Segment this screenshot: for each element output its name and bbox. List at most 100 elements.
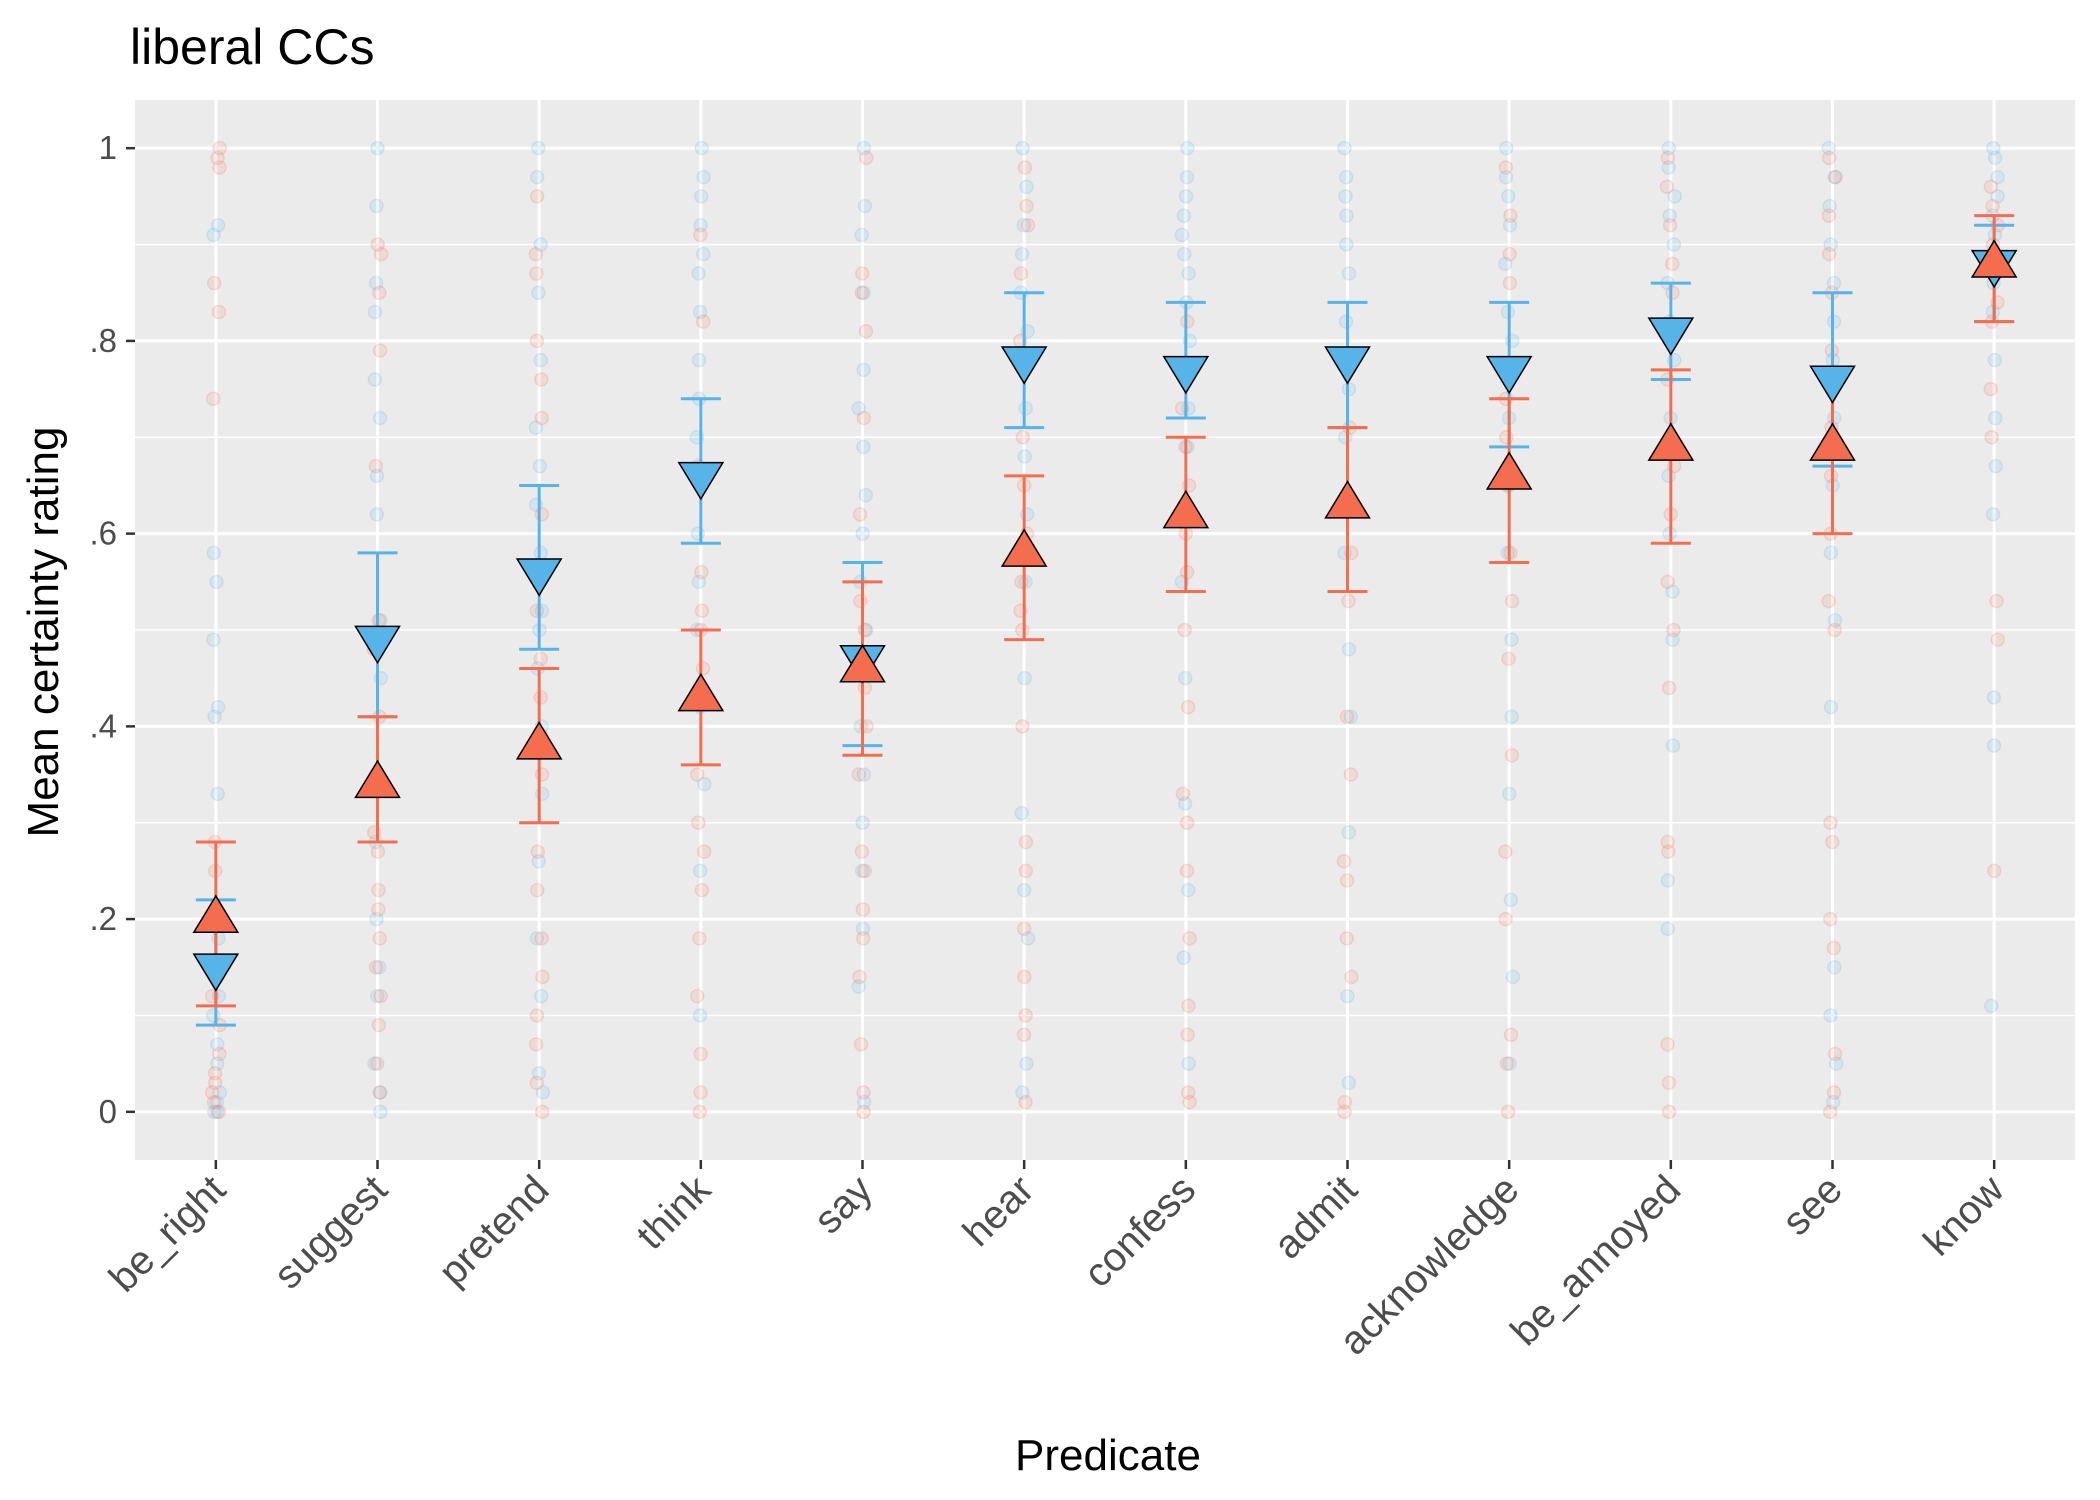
data-point xyxy=(211,1104,227,1120)
data-point xyxy=(1504,632,1519,647)
data-point xyxy=(1497,256,1513,272)
data-point xyxy=(1176,950,1191,965)
y-tick-label: 1 xyxy=(99,129,117,166)
data-point xyxy=(1505,969,1521,985)
data-point xyxy=(371,902,386,917)
data-point xyxy=(1666,237,1682,252)
data-point xyxy=(856,410,872,426)
data-point xyxy=(369,507,385,522)
data-point xyxy=(1986,738,2002,753)
data-point xyxy=(693,1046,709,1062)
data-point xyxy=(1665,738,1681,753)
data-point xyxy=(1017,969,1032,985)
mean-marker-confess xyxy=(1162,355,1210,395)
data-point xyxy=(1337,1094,1352,1110)
data-point xyxy=(530,844,546,859)
data-point xyxy=(1990,189,2005,204)
mean-marker-see xyxy=(1809,422,1856,461)
data-point xyxy=(1181,882,1196,898)
data-point xyxy=(534,410,550,426)
data-point xyxy=(1986,690,2002,705)
data-point xyxy=(210,150,225,166)
data-point xyxy=(1180,699,1196,715)
x-tick-label-confess: confess xyxy=(1076,1167,1205,1296)
data-point xyxy=(211,304,227,320)
data-point xyxy=(1987,352,2003,368)
data-point xyxy=(373,1085,388,1100)
data-point xyxy=(372,410,388,426)
data-point xyxy=(1019,507,1035,522)
data-point xyxy=(1017,449,1032,464)
data-point xyxy=(693,218,708,233)
data-point xyxy=(1823,1008,1838,1023)
data-point xyxy=(1501,189,1516,204)
data-point xyxy=(207,709,222,724)
data-point xyxy=(1016,882,1032,898)
mean-marker-think xyxy=(677,461,725,501)
data-point xyxy=(209,574,224,590)
data-point xyxy=(855,815,870,830)
data-point xyxy=(1174,227,1190,243)
data-point xyxy=(212,160,227,175)
data-point xyxy=(1176,208,1192,223)
data-point xyxy=(696,314,711,329)
mean-marker-be_right xyxy=(192,894,240,934)
data-point xyxy=(854,863,870,879)
data-point xyxy=(692,1104,707,1120)
data-point xyxy=(1986,140,2001,156)
data-point xyxy=(697,776,712,792)
data-point xyxy=(1018,863,1034,879)
data-point xyxy=(529,603,545,618)
data-point xyxy=(1826,940,1841,956)
data-point xyxy=(1502,275,1518,291)
data-point xyxy=(531,285,546,300)
data-point xyxy=(530,140,546,156)
data-point xyxy=(1665,256,1680,272)
data-point xyxy=(370,140,385,156)
data-point xyxy=(533,237,549,252)
data-point xyxy=(1823,699,1839,715)
data-point xyxy=(531,854,546,869)
data-point xyxy=(533,651,549,667)
data-point xyxy=(1182,931,1197,946)
data-point xyxy=(531,1066,547,1081)
data-point xyxy=(857,622,873,638)
data-point xyxy=(1179,169,1195,185)
data-point xyxy=(371,882,386,898)
data-point xyxy=(1988,458,2004,474)
data-point xyxy=(534,372,549,387)
data-point xyxy=(205,391,221,406)
data-point xyxy=(1660,1037,1675,1052)
data-point xyxy=(372,343,388,358)
data-point xyxy=(692,863,708,879)
data-point xyxy=(1341,266,1357,281)
mean-marker-know xyxy=(1970,239,2018,278)
data-point xyxy=(1337,140,1352,156)
data-point xyxy=(1661,160,1676,175)
data-point xyxy=(371,1017,387,1033)
data-point xyxy=(1343,709,1359,724)
mean-marker-think xyxy=(677,672,725,712)
data-point xyxy=(1828,169,1843,185)
data-point xyxy=(367,304,383,320)
data-point xyxy=(529,333,545,349)
data-point xyxy=(1665,285,1680,300)
data-point xyxy=(372,931,388,946)
data-point xyxy=(1498,844,1513,859)
data-point xyxy=(1985,507,2001,522)
data-point xyxy=(1013,266,1029,281)
y-tick-label: .4 xyxy=(89,707,117,744)
data-point xyxy=(529,266,544,281)
data-point xyxy=(209,1104,225,1120)
data-point xyxy=(694,882,710,898)
data-point xyxy=(859,150,874,166)
data-point xyxy=(534,931,549,946)
mean-marker-see xyxy=(1809,365,1856,405)
x-axis-title: Predicate xyxy=(1015,1431,1201,1480)
data-point xyxy=(856,362,871,378)
data-point xyxy=(857,198,873,214)
data-point xyxy=(206,545,221,561)
data-point xyxy=(1339,873,1355,888)
data-point xyxy=(209,1037,225,1052)
data-point xyxy=(1990,169,2005,185)
